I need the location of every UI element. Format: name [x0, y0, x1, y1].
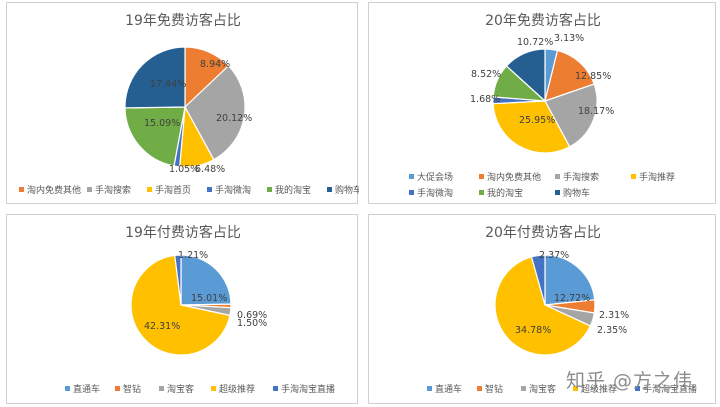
data-label: 12.85%	[575, 71, 611, 82]
legend-marker	[267, 187, 272, 192]
legend-label: 我的淘宝	[275, 184, 311, 196]
pie-chart-19-free: 19年免费访客占比 8.94% 20.12% 6.48%1.05% 15.09% 17.4…	[19, 12, 359, 196]
data-label: 15.01%	[191, 293, 227, 304]
legend-marker	[427, 386, 432, 391]
pie-slice	[124, 46, 186, 109]
legend-label: 手淘搜索	[95, 184, 131, 196]
pie-slice	[124, 106, 186, 167]
legend-marker	[635, 386, 640, 391]
data-label: 8.52%	[471, 69, 501, 80]
pie-slice	[544, 49, 595, 102]
legend-label: 淘宝客	[167, 383, 194, 395]
legend-marker	[521, 386, 526, 391]
chart-title: 20年免费访客占比	[485, 12, 601, 29]
data-label: 1.68%	[470, 94, 500, 105]
legend-marker	[409, 174, 414, 179]
legend-marker	[555, 174, 560, 179]
data-label: 1.05%	[169, 164, 199, 175]
data-label: 20.12%	[216, 113, 252, 124]
legend-label: 智钻	[485, 383, 503, 395]
data-label: 3.13%	[554, 33, 584, 44]
data-label: 6.48%	[195, 164, 225, 175]
legend-marker	[211, 386, 216, 391]
data-label: 2.31%	[599, 310, 629, 321]
data-label: 34.78%	[515, 325, 551, 336]
legend-marker	[477, 386, 482, 391]
chart-title: 20年付费访客占比	[485, 224, 601, 241]
legend-label: 淘内免费其他	[487, 171, 541, 183]
legend-label: 淘内免费其他	[27, 184, 81, 196]
legend-label: 手淘淘宝直播	[281, 383, 335, 395]
pie-slice	[494, 256, 592, 356]
pie-slice	[544, 254, 596, 306]
legend-label: 购物车	[335, 184, 359, 196]
pie-chart-19-paid: 19年付费访客占比 15.01% 0.69%1.50% 42.31% 1.21% 直通车 智…	[65, 224, 335, 395]
legend-label: 购物车	[563, 187, 590, 199]
pie-slice	[505, 48, 546, 103]
legend-marker	[65, 386, 70, 391]
legend-marker	[555, 190, 560, 195]
legend-label: 手淘首页	[155, 184, 191, 196]
data-label: 15.09%	[144, 118, 180, 129]
legend-marker	[273, 386, 278, 391]
legend-label: 大促会场	[417, 171, 453, 183]
data-label: 10.72%	[517, 37, 553, 48]
chart-panel-20-free: 20年免费访客占比 3.13% 12.85% 18.17% 25.95% 1.68% 8.5…	[368, 2, 716, 204]
legend-label: 淘宝客	[529, 383, 556, 395]
pie-slice	[544, 83, 598, 148]
data-label: 2.35%	[597, 325, 627, 336]
data-label: 0.69%	[237, 310, 267, 321]
pie-slice	[184, 64, 246, 161]
legend-marker	[207, 187, 212, 192]
legend-marker	[147, 187, 152, 192]
legend-marker	[573, 386, 578, 391]
data-label: 2.37%	[539, 250, 569, 261]
pie-chart-20-paid: 20年付费访客占比 12.72% 2.31% 2.35% 34.78% 2.37% 直通车 智…	[427, 224, 697, 395]
pie-slice	[492, 100, 571, 154]
pie-slice	[530, 254, 546, 306]
legend-label: 手淘微淘	[215, 184, 251, 196]
chart-title: 19年免费访客占比	[125, 12, 241, 29]
chart-panel-19-free: 19年免费访客占比 8.94% 20.12% 6.48% 1.05% 15.09% 17.4…	[6, 2, 359, 204]
watermark: 知乎 @方之伟	[566, 370, 694, 392]
legend-marker	[409, 190, 414, 195]
legend-marker	[115, 386, 120, 391]
data-label: 1.21%	[178, 250, 208, 261]
legend-marker	[19, 187, 24, 192]
legend-label: 手淘微淘	[417, 187, 453, 199]
data-label: 8.94%	[200, 59, 230, 70]
pie-slice	[130, 254, 231, 356]
chart-panel-20-paid: 20年付费访客占比 12.72% 2.31% 2.35% 34.78% 2.37% 直通车 智…	[368, 214, 716, 404]
legend-label: 手淘推荐	[639, 171, 675, 183]
legend-label: 智钻	[123, 383, 141, 395]
legend-marker	[631, 174, 636, 179]
pie-chart-20-free: 20年免费访客占比 3.13% 12.85% 18.17% 25.95% 1.68% 8.5…	[409, 12, 675, 199]
legend-label: 手淘搜索	[563, 171, 599, 183]
chart-panel-19-paid: 19年付费访客占比 15.01% 0.69% 1.50% 42.31% 1.21% 直通车 智…	[6, 214, 358, 404]
legend-label: 我的淘宝	[487, 187, 523, 199]
legend-label: 超级推荐	[219, 383, 255, 395]
data-label: 18.17%	[578, 106, 614, 117]
legend-marker	[327, 187, 332, 192]
legend-marker	[159, 386, 164, 391]
data-label: 42.31%	[144, 321, 180, 332]
legend-marker	[479, 174, 484, 179]
data-label: 25.95%	[519, 115, 555, 126]
data-label: 17.44%	[150, 79, 186, 90]
legend-marker	[87, 187, 92, 192]
legend-label: 手淘淘宝直播	[643, 383, 697, 395]
legend-label: 直通车	[435, 383, 462, 395]
data-label: 1.50%	[237, 318, 267, 329]
legend-label: 直通车	[73, 383, 100, 395]
chart-title: 19年付费访客占比	[125, 224, 241, 241]
pie-slice	[180, 254, 232, 306]
pie-slice	[174, 254, 182, 306]
legend-label: 超级推荐	[581, 383, 617, 395]
legend-marker	[479, 190, 484, 195]
data-label: 12.72%	[554, 293, 590, 304]
